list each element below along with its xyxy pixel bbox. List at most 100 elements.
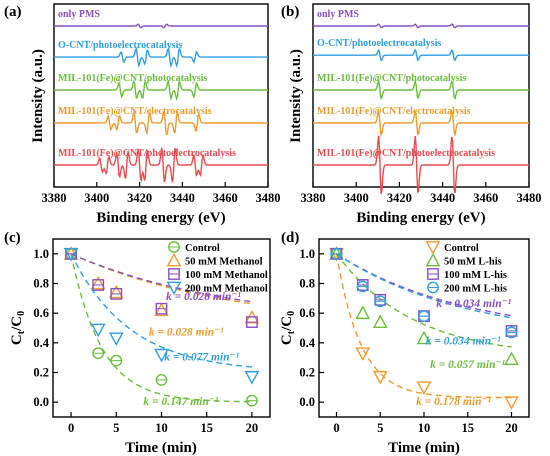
legend-label: Control	[185, 243, 220, 254]
fit-curve	[70, 253, 252, 303]
y-tick-label: 0.0	[299, 395, 315, 409]
spectrum-mil-101-fe-cnt-photoelectrocatalysis: MIL-101(Fe)@CNT/photoelectrocatalysis	[54, 147, 268, 183]
spectrum-line	[54, 110, 268, 136]
data-point-triangle-down	[372, 371, 388, 385]
data-point-triangle-up	[90, 275, 106, 290]
legend-item: 50 mM L-his	[425, 252, 502, 268]
y-tick-label: 0.6	[299, 306, 315, 320]
spectrum-line	[313, 48, 529, 62]
panel-d-xlabel: Time (min)	[388, 440, 460, 456]
legend-label: Control	[444, 243, 479, 254]
y-tick-label: 0.4	[33, 336, 49, 350]
data-point-triangle-down	[416, 381, 432, 395]
x-tick-label: 3440	[430, 191, 455, 205]
spectrum-label: MIL-101(Fe)@CNT/photocatalysis	[317, 73, 466, 84]
x-tick-label: 3420	[387, 191, 412, 205]
x-tick-label: 0	[333, 421, 339, 435]
panel-c-legend: Control 50 mM Methanol 100 mM Methanol 200 …	[166, 241, 268, 296]
panel-b-xlabel: Binding energy (eV)	[356, 210, 485, 226]
spectrum-label: O-CNT/photoelectrocatalysis	[58, 40, 182, 51]
legend-item: 50 mM Methanol	[166, 252, 263, 268]
legend-label: 50 mM Methanol	[185, 257, 263, 268]
panel-b-ylabel: Intensity (a.u.)	[288, 49, 304, 143]
spectrum-line	[313, 109, 529, 138]
panel-b-series: only PMS O-CNT/photoelectrocatalysis MIL-1…	[313, 9, 529, 194]
legend-label: 200 mM Methanol	[185, 284, 268, 295]
fit-curve	[336, 253, 512, 319]
spectrum-label: MIL-101(Fe)@CNT/photoelectrocatalysis	[317, 148, 495, 159]
panel-a-x-ticks: 3380 3400 3420 3440 3460 3480	[42, 182, 281, 205]
data-point-triangle-up	[108, 284, 124, 299]
spectrum-line	[54, 46, 268, 69]
panel-d: (d) 0 5 10 15 20 0.0 0.2 0.4 0.6 0.8 1.0 Control 50…	[279, 230, 530, 456]
legend-label: 200 mM L-his	[444, 284, 507, 295]
rate-constant-annotation: k = 0.147 min⁻¹	[143, 396, 218, 408]
data-point-triangle-down	[425, 241, 441, 255]
panel-b-label: (b)	[281, 4, 299, 20]
x-tick-label: 10	[418, 421, 431, 435]
spectrum-mil-101-fe-cnt-photoelectrocatalysis: MIL-101(Fe)@CNT/photoelectrocatalysis	[313, 135, 529, 194]
x-tick-label: 3480	[256, 191, 281, 205]
panel-a-ylabel: Intensity (a.u.)	[30, 49, 46, 143]
y-tick-label: 0.2	[299, 366, 315, 380]
series-200-mm-methanol	[63, 247, 260, 385]
panel-c-label: (c)	[4, 230, 21, 246]
spectrum-mil-101-fe-cnt-photocatalysis: MIL-101(Fe)@CNT/photocatalysis	[313, 73, 529, 101]
series-200-mm-l-his	[330, 247, 518, 339]
panel-c-xlabel: Time (min)	[125, 440, 197, 456]
spectrum-line	[313, 135, 529, 194]
data-point-triangle-up	[425, 252, 441, 267]
panel-a-series: only PMS O-CNT/photoelectrocatalysis MIL-1…	[54, 9, 268, 183]
spectrum-label: only PMS	[58, 9, 100, 20]
legend-item: Control	[425, 241, 479, 255]
legend-item: 200 mM L-his	[427, 281, 507, 295]
x-tick-label: 15	[200, 421, 213, 435]
spectrum-mil-101-fe-cnt-electrocatalysis: MIL-101(Fe)@CNT/electrocatalysis	[313, 106, 529, 138]
panel-d-ylabel: Ct/C0	[279, 311, 297, 345]
y-tick-label: 1.0	[33, 247, 49, 261]
x-tick-label: 3420	[127, 191, 152, 205]
panel-d-series	[329, 246, 519, 410]
spectrum-label: MIL-101(Fe)@CNT/photoelectrocatalysis	[58, 148, 236, 159]
spectrum-label: only PMS	[317, 9, 359, 20]
spectrum-line	[313, 23, 529, 29]
spectrum-line	[54, 79, 268, 102]
spectrum-only-pms: only PMS	[54, 9, 268, 29]
legend-label: 50 mM L-his	[444, 257, 502, 268]
data-point-triangle-down	[355, 347, 371, 361]
x-tick-label: 3380	[301, 191, 326, 205]
panel-d-annotations: k = 0.034 min⁻¹ k = 0.034 min⁻¹ k = 0.057 …	[416, 298, 512, 408]
y-tick-label: 0.8	[33, 277, 49, 291]
x-tick-label: 3460	[473, 191, 498, 205]
data-point-triangle-up	[166, 252, 182, 267]
x-tick-label: 3400	[84, 191, 109, 205]
spectrum-label: O-CNT/photoelectrocatalysis	[317, 38, 441, 49]
rate-constant-annotation: k = 0.028 min⁻¹	[166, 291, 241, 303]
data-point-triangle-up	[504, 351, 519, 366]
x-tick-label: 10	[155, 421, 168, 435]
rate-constant-annotation: k = 0.057 min⁻¹	[430, 359, 505, 371]
data-point-triangle-down	[108, 332, 124, 347]
x-tick-label: 20	[246, 421, 259, 435]
panel-b-frame	[312, 3, 530, 188]
legend-label: 100 mM L-his	[444, 270, 507, 281]
panel-a-frame	[53, 3, 269, 188]
data-point-triangle-down	[63, 247, 79, 262]
x-tick-label: 20	[505, 421, 518, 435]
panel-a-xlabel: Binding energy (eV)	[96, 210, 225, 226]
y-tick-label: 0.0	[33, 395, 49, 409]
data-point-triangle-up	[355, 305, 371, 320]
panel-a: (a) 3380 3400 3420 3440 3460 3480 only PMS O-C…	[4, 3, 281, 226]
legend-item: 100 mM Methanol	[168, 268, 268, 281]
data-point-triangle-down	[244, 371, 260, 385]
x-tick-label: 15	[462, 421, 475, 435]
data-point-triangle-down	[90, 323, 106, 338]
x-tick-label: 3480	[517, 191, 542, 205]
spectrum-line	[54, 147, 268, 183]
y-tick-label: 1.0	[299, 247, 315, 261]
x-tick-label: 5	[377, 421, 383, 435]
data-point-triangle-up	[154, 302, 169, 317]
spectrum-o-cnt-photoelectrocatalysis: O-CNT/photoelectrocatalysis	[54, 40, 268, 69]
spectrum-o-cnt-photoelectrocatalysis: O-CNT/photoelectrocatalysis	[313, 38, 529, 62]
